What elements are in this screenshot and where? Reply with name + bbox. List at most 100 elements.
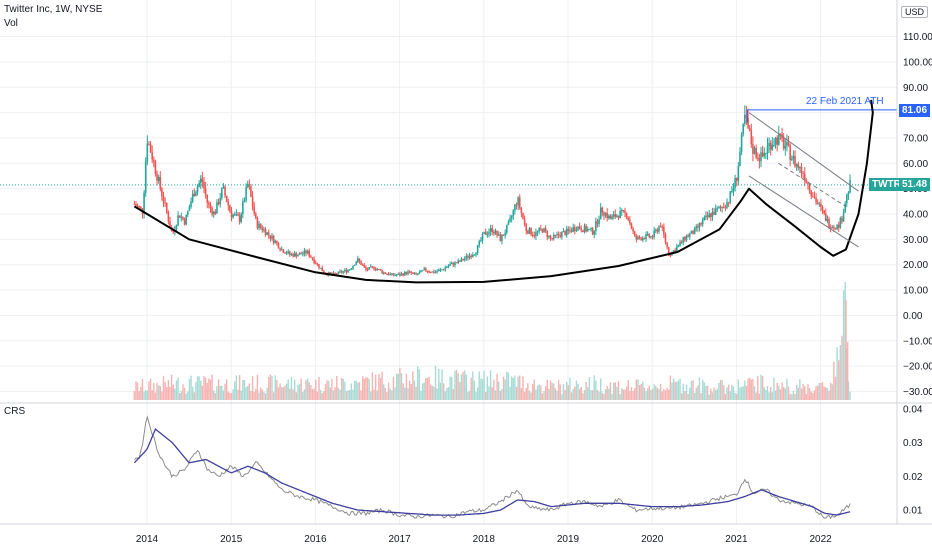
volume-bar [439, 382, 442, 400]
candle-body [191, 193, 194, 202]
candle-body [219, 198, 221, 205]
candle-body [512, 210, 515, 217]
volume-bar [306, 378, 309, 400]
candle-body [138, 206, 141, 208]
volume-bar [431, 385, 434, 400]
volume-bar [666, 387, 668, 400]
candle-body [690, 230, 693, 234]
candle-body [601, 207, 604, 213]
volume-bar [315, 379, 317, 400]
crs-pane [133, 415, 851, 520]
volume-bar [595, 380, 597, 400]
volume-bar [834, 376, 837, 400]
volume-bar [527, 383, 529, 400]
candle-body [761, 152, 764, 157]
volume-bar [234, 381, 236, 400]
volume-bar [297, 384, 299, 400]
volume-bar [206, 382, 208, 400]
volume-bar [457, 373, 459, 400]
volume-bar [310, 385, 312, 400]
volume-bar [425, 378, 427, 400]
currency-selector[interactable]: USD [900, 6, 928, 18]
candle-body [790, 159, 793, 161]
candle-body [661, 226, 664, 228]
candle-body [180, 216, 183, 218]
volume-bar [765, 389, 767, 400]
candle-body [276, 240, 278, 244]
candle-body [149, 144, 152, 153]
candle-body [415, 272, 417, 275]
candle-body [471, 255, 474, 257]
candle-body [468, 255, 471, 258]
candle-body [237, 214, 239, 216]
candle-body [831, 226, 834, 229]
candle-body [154, 161, 157, 174]
volume-bar [739, 387, 741, 400]
volume-indicator-label[interactable]: Vol [4, 18, 18, 29]
candle-body [536, 231, 539, 233]
volume-bar [543, 391, 545, 400]
candle-body [233, 214, 236, 216]
volume-bar [520, 388, 523, 400]
volume-bar [242, 380, 244, 400]
candle-body [548, 235, 550, 238]
volume-bar [201, 385, 204, 400]
candle-body [841, 218, 843, 222]
candle-body [217, 202, 220, 205]
crs-indicator-label[interactable]: CRS [4, 406, 26, 417]
candle-body [423, 268, 426, 271]
candle-body [714, 208, 717, 215]
volume-bar [295, 392, 297, 400]
candle-body [552, 234, 555, 239]
volume-bar [825, 387, 827, 400]
volume-bar [669, 375, 672, 400]
volume-bar [776, 382, 778, 400]
candle-body [787, 142, 790, 145]
candle-body [829, 227, 832, 229]
volume-bar [459, 382, 461, 400]
volume-bar [408, 380, 411, 400]
volume-bar [200, 380, 202, 400]
volume-bar [133, 391, 136, 400]
candle-body [756, 157, 759, 159]
volume-bar [742, 386, 744, 400]
candle-body [355, 261, 358, 265]
candle-body [745, 114, 748, 118]
volume-bar [196, 376, 199, 400]
volume-bar [387, 382, 390, 400]
volume-bar [225, 379, 228, 400]
candle-body [705, 215, 707, 218]
candle-body [319, 267, 322, 269]
candle-body [165, 202, 168, 213]
volume-bar [455, 369, 458, 400]
volume-bar [366, 377, 369, 400]
candle-body [395, 274, 398, 276]
volume-bar [778, 386, 780, 400]
volume-bar [423, 382, 425, 400]
volume-bar [651, 388, 654, 400]
volume-bar [386, 392, 388, 400]
candle-body [318, 263, 320, 268]
candle-body [221, 188, 223, 199]
candle-body [624, 210, 626, 213]
candle-body [136, 205, 139, 207]
volume-bar [321, 393, 323, 400]
candle-body [758, 158, 761, 162]
symbol-line[interactable]: Twitter Inc, 1W, NYSE [4, 4, 103, 15]
volume-bar [229, 392, 231, 400]
candle-body [701, 220, 704, 225]
candle-body [538, 228, 540, 232]
volume-bar [258, 392, 260, 400]
volume-bar [480, 378, 482, 400]
volume-bar [528, 390, 531, 400]
volume-bar [352, 389, 354, 400]
volume-bar [718, 382, 720, 400]
candle-body [688, 233, 691, 237]
candle-body [144, 161, 147, 193]
candle-body [663, 226, 665, 235]
volume-bar [224, 383, 226, 400]
candle-body [682, 236, 685, 243]
volume-bar [221, 385, 223, 400]
volume-bar [706, 385, 709, 400]
volume-bar [449, 376, 451, 400]
